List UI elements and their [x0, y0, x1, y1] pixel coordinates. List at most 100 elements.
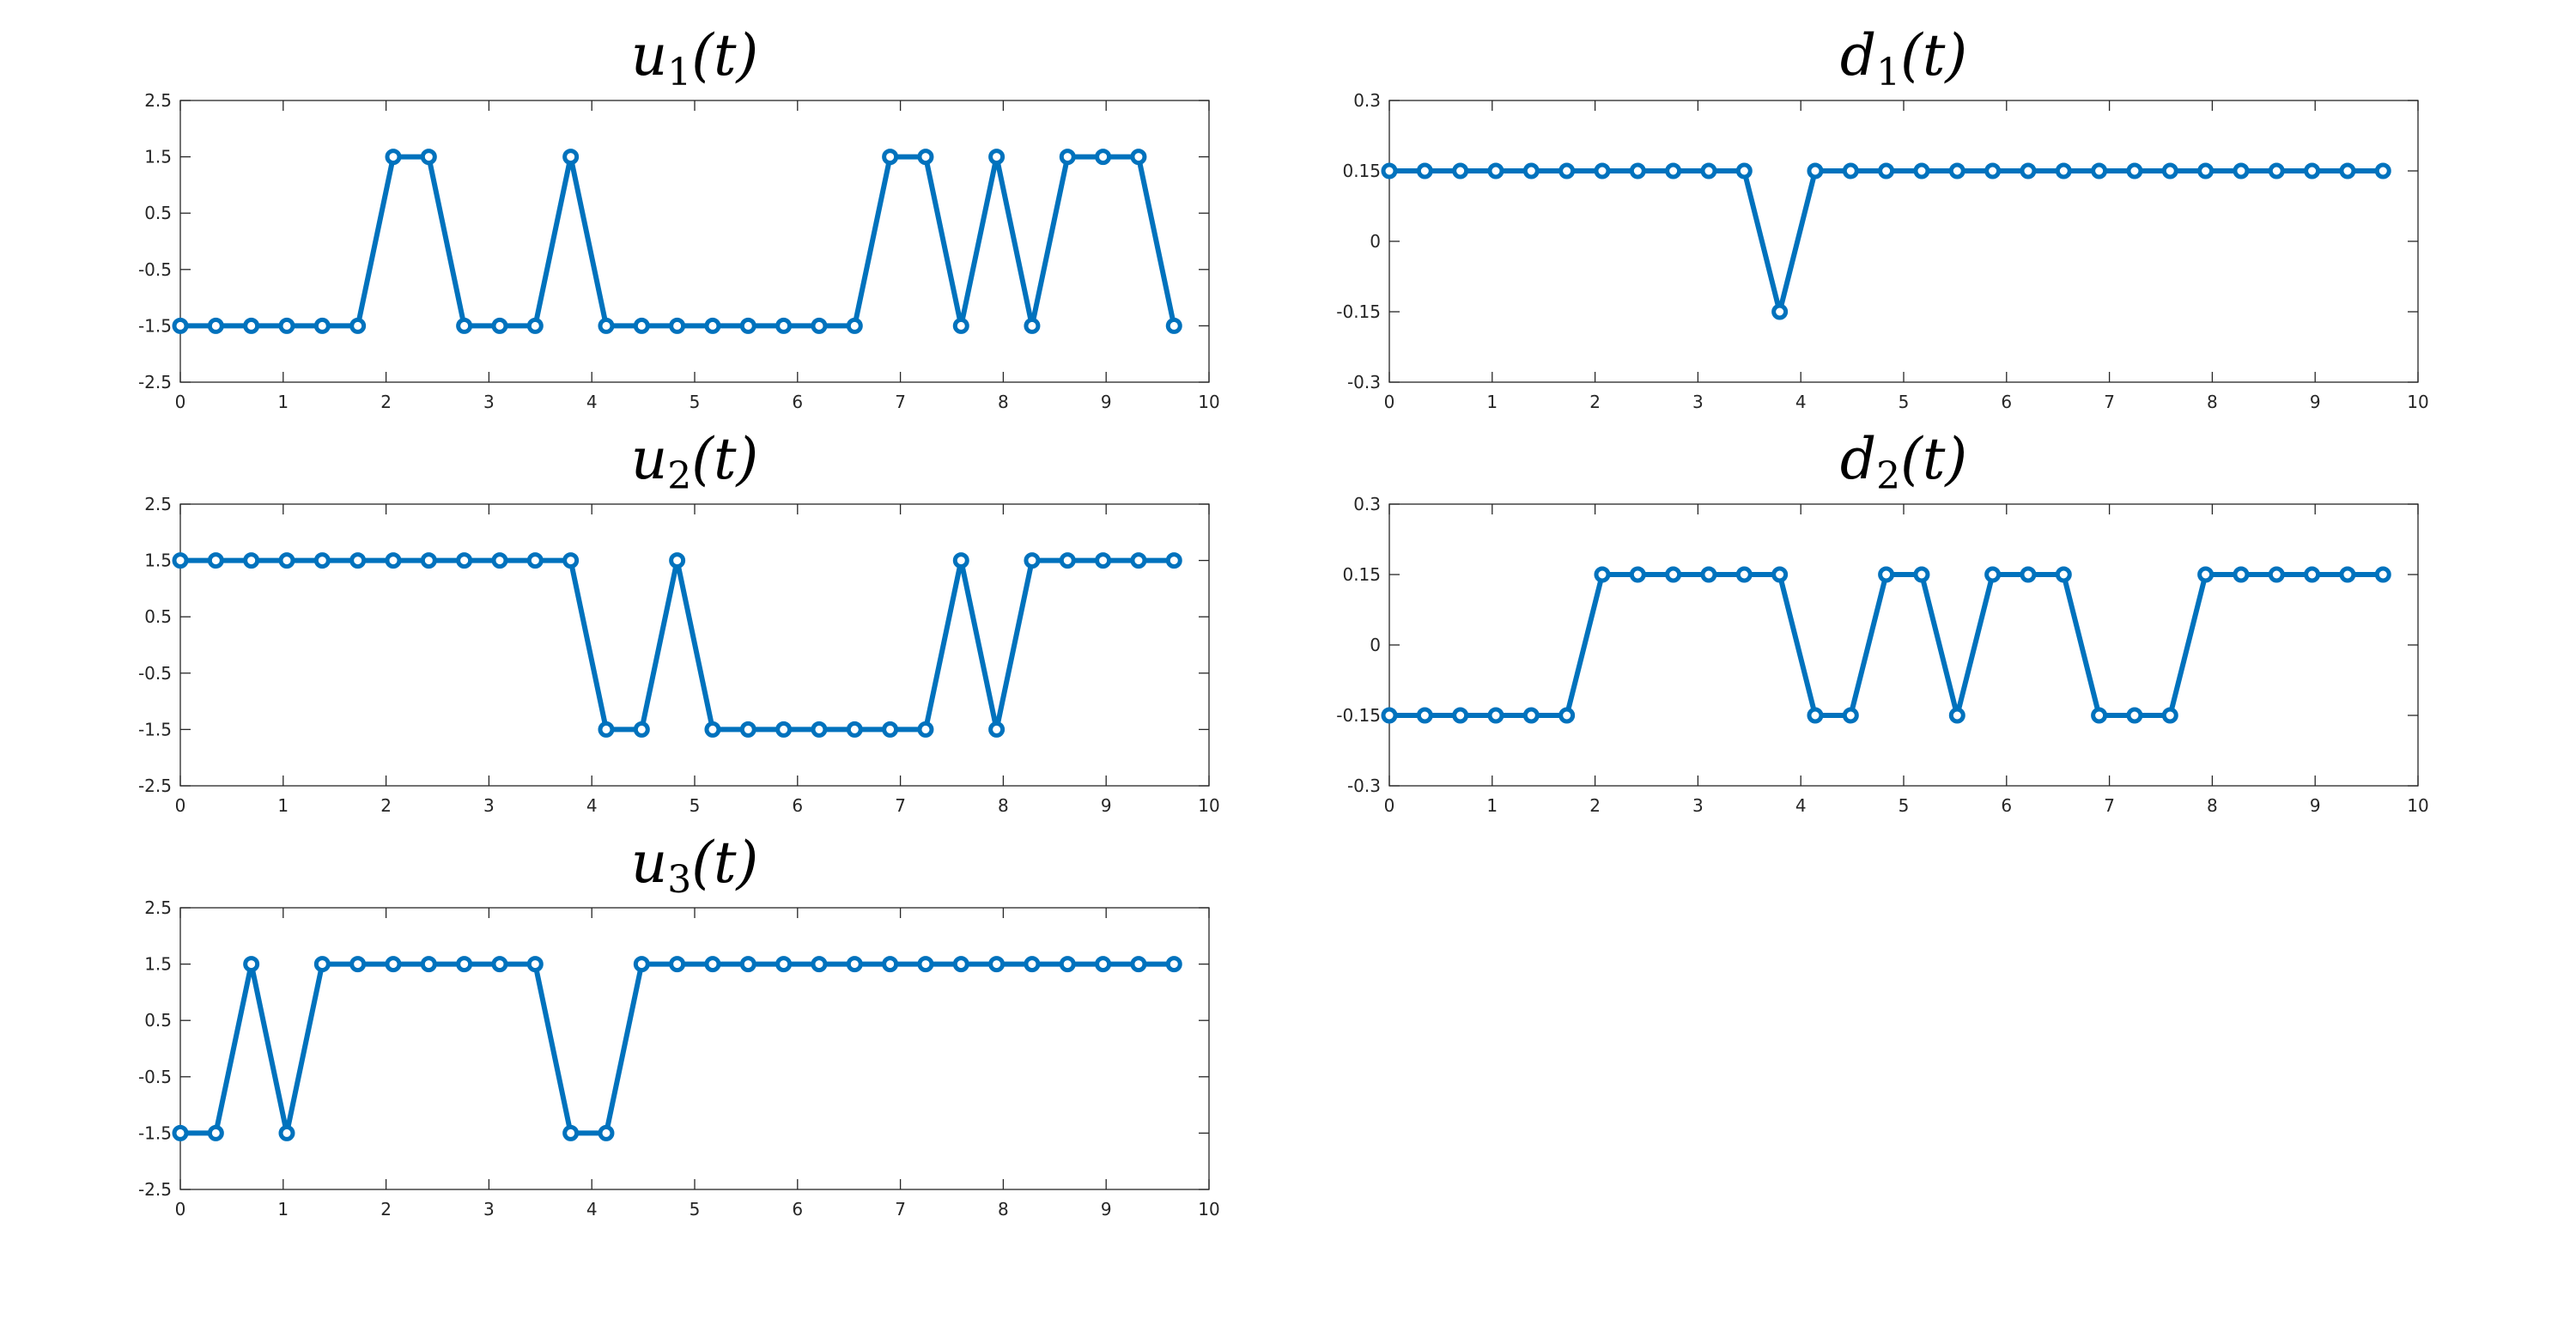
x-tick-label: 1: [1486, 392, 1498, 412]
x-tick-label: 10: [2407, 795, 2428, 816]
data-point: [278, 317, 295, 334]
data-point: [456, 956, 473, 973]
x-tick-label: 7: [2104, 795, 2115, 816]
data-point: [2161, 707, 2178, 724]
data-point: [172, 552, 189, 569]
data-point: [2126, 707, 2143, 724]
data-point: [952, 956, 969, 973]
data-point: [1913, 566, 1930, 583]
data-point: [1878, 566, 1895, 583]
data-point: [1059, 956, 1076, 973]
panel-title-argument: (t): [1900, 22, 1967, 88]
data-point: [1487, 162, 1504, 179]
data-point: [1807, 162, 1824, 179]
series-line: [178, 557, 1177, 733]
data-point: [2055, 162, 2072, 179]
x-tick-label: 7: [895, 1199, 906, 1220]
data-point: [1095, 149, 1112, 166]
panel-title-variable: u: [631, 22, 668, 88]
data-point: [385, 552, 402, 569]
data-point: [633, 317, 650, 334]
panel-title-subscript: 2: [667, 454, 691, 498]
data-point: [1594, 162, 1611, 179]
series-line: [178, 154, 1177, 329]
data-point: [313, 317, 331, 334]
y-tick-label: 0: [1370, 231, 1381, 252]
data-point: [491, 956, 508, 973]
y-tick-label: -0.3: [1347, 372, 1381, 392]
data-point: [207, 317, 224, 334]
x-tick-label: 2: [1589, 795, 1601, 816]
y-tick-label: -2.5: [138, 776, 172, 796]
data-point: [1700, 566, 1717, 583]
data-point: [207, 1124, 224, 1141]
y-tick-label: 1.5: [144, 147, 172, 167]
data-point: [811, 317, 828, 334]
data-point: [1487, 707, 1504, 724]
data-point: [988, 721, 1005, 738]
x-tick-label: 9: [1101, 392, 1112, 412]
data-point: [2161, 162, 2178, 179]
data-point: [1948, 162, 1965, 179]
data-point: [669, 317, 686, 334]
x-tick-label: 6: [2001, 392, 2012, 412]
x-tick-label: 4: [586, 392, 598, 412]
data-point: [633, 721, 650, 738]
x-tick-label: 8: [2207, 392, 2218, 412]
data-point: [2197, 566, 2215, 583]
data-point: [882, 149, 899, 166]
x-tick-label: 2: [380, 392, 392, 412]
data-point: [775, 956, 793, 973]
y-tick-label: 2.5: [144, 494, 172, 514]
data-point: [1629, 566, 1646, 583]
series-line: [1387, 168, 2386, 314]
x-tick-label: 0: [175, 392, 186, 412]
data-point: [1771, 303, 1789, 320]
data-point: [278, 552, 295, 569]
data-point: [491, 552, 508, 569]
data-point: [1842, 162, 1859, 179]
x-tick-label: 3: [1692, 795, 1704, 816]
data-point: [1558, 162, 1576, 179]
x-tick-label: 4: [1795, 795, 1807, 816]
data-point: [2374, 162, 2391, 179]
x-tick-label: 8: [998, 392, 1009, 412]
x-tick-label: 3: [483, 392, 495, 412]
data-point: [1024, 552, 1041, 569]
data-point: [704, 956, 721, 973]
series-line: [1387, 572, 2386, 718]
x-tick-label: 0: [175, 1199, 186, 1220]
x-tick-label: 7: [895, 392, 906, 412]
x-tick-label: 6: [2001, 795, 2012, 816]
data-point: [1842, 707, 1859, 724]
data-point: [882, 956, 899, 973]
y-tick-label: 0.5: [144, 1010, 172, 1031]
data-point: [2055, 566, 2072, 583]
x-tick-label: 2: [380, 795, 392, 816]
data-point: [1165, 956, 1182, 973]
panel-u3: u3(t)0 1 2 3 4 5 6 7 8 9 10-2.5-1.5-0.50.51.52.5: [138, 830, 1220, 1220]
data-point: [669, 552, 686, 569]
data-point: [2233, 566, 2250, 583]
axes-box: [179, 100, 1210, 383]
data-point: [2374, 566, 2391, 583]
panel-title-subscript: 2: [1876, 454, 1900, 498]
data-point: [2339, 162, 2356, 179]
data-point: [1771, 566, 1789, 583]
data-point: [811, 721, 828, 738]
data-point: [988, 149, 1005, 166]
data-point: [456, 317, 473, 334]
data-point: [420, 149, 437, 166]
x-tick-label: 9: [2310, 392, 2321, 412]
x-tick-label: 6: [792, 392, 803, 412]
data-point: [1558, 707, 1576, 724]
data-point: [1735, 566, 1753, 583]
data-point: [562, 1124, 580, 1141]
data-point: [811, 956, 828, 973]
panel-title-argument: (t): [691, 830, 758, 896]
panel-title-variable: d: [1840, 22, 1876, 88]
data-point: [2268, 566, 2285, 583]
panel-title-subscript: 1: [1876, 51, 1900, 94]
y-tick-label: 2.5: [144, 897, 172, 918]
data-point: [1522, 707, 1540, 724]
